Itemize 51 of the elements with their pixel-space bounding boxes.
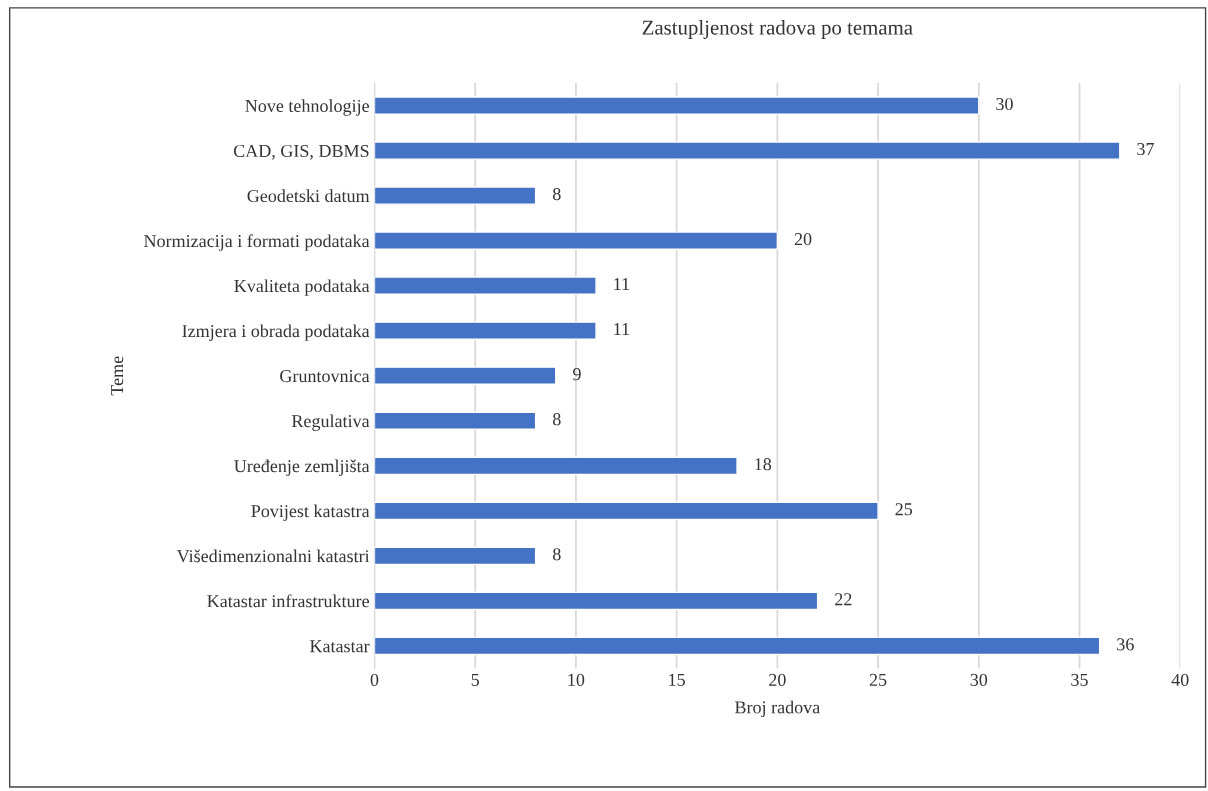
bar [374,186,537,205]
y-axis-title: Teme [111,356,124,396]
y-tick-label: Regulativa [291,414,370,431]
bar [374,231,779,250]
data-label: 11 [614,278,630,291]
data-label: 8 [552,548,561,561]
data-label: 36 [1117,638,1134,651]
data-label: 25 [895,503,913,516]
chart-title: Zastupljenost radova po temama [642,19,913,39]
x-tick-label: 0 [370,673,379,686]
data-label: 37 [1137,142,1154,156]
bar [374,276,597,295]
bar [374,366,557,385]
x-tick-label: 30 [970,673,988,686]
data-label: 18 [755,458,772,471]
x-tick-label: 40 [1171,673,1189,686]
bar [374,546,537,566]
x-axis-title: Broj radova [735,700,820,718]
bar [374,591,819,611]
bar [374,636,1101,656]
x-tick-label: 5 [471,673,480,686]
y-tick-label: Normizacija i formati podataka [144,234,370,251]
y-tick-label: Izmjera i obrada podataka [182,324,370,341]
bar [374,141,1121,160]
bar [374,96,980,115]
bar [374,456,738,476]
x-tick-label: 15 [669,673,685,686]
x-tick-label: 25 [869,673,887,686]
x-tick-label: 35 [1071,673,1088,686]
y-tick-label: Gruntovnica [280,370,370,383]
bar [374,321,597,340]
y-tick-label: Višedimenzionalni katastri [176,549,370,563]
data-label: 20 [794,232,812,246]
y-tick-label: CAD, GIS, DBMS [233,144,369,160]
data-label: 30 [996,97,1013,111]
data-label: 11 [614,323,630,336]
x-tick-label: 10 [568,673,585,686]
y-tick-label: Geodetski datum [247,189,370,203]
y-tick-label: Nove tehnologije [245,99,369,116]
y-tick-label: Povijest katastra [251,504,370,521]
y-tick-label: Kvaliteta podataka [234,279,370,296]
y-tick-label: Katastar [309,640,370,653]
bar [374,411,537,431]
data-label: 22 [835,593,852,606]
data-label: 8 [552,413,561,426]
x-tick-label: 20 [769,673,786,686]
bar [374,501,879,521]
data-label: 8 [552,187,561,201]
y-tick-label: Uređenje zemljišta [234,459,370,476]
data-label: 9 [573,368,581,381]
y-tick-label: Katastar infrastrukture [207,594,369,608]
